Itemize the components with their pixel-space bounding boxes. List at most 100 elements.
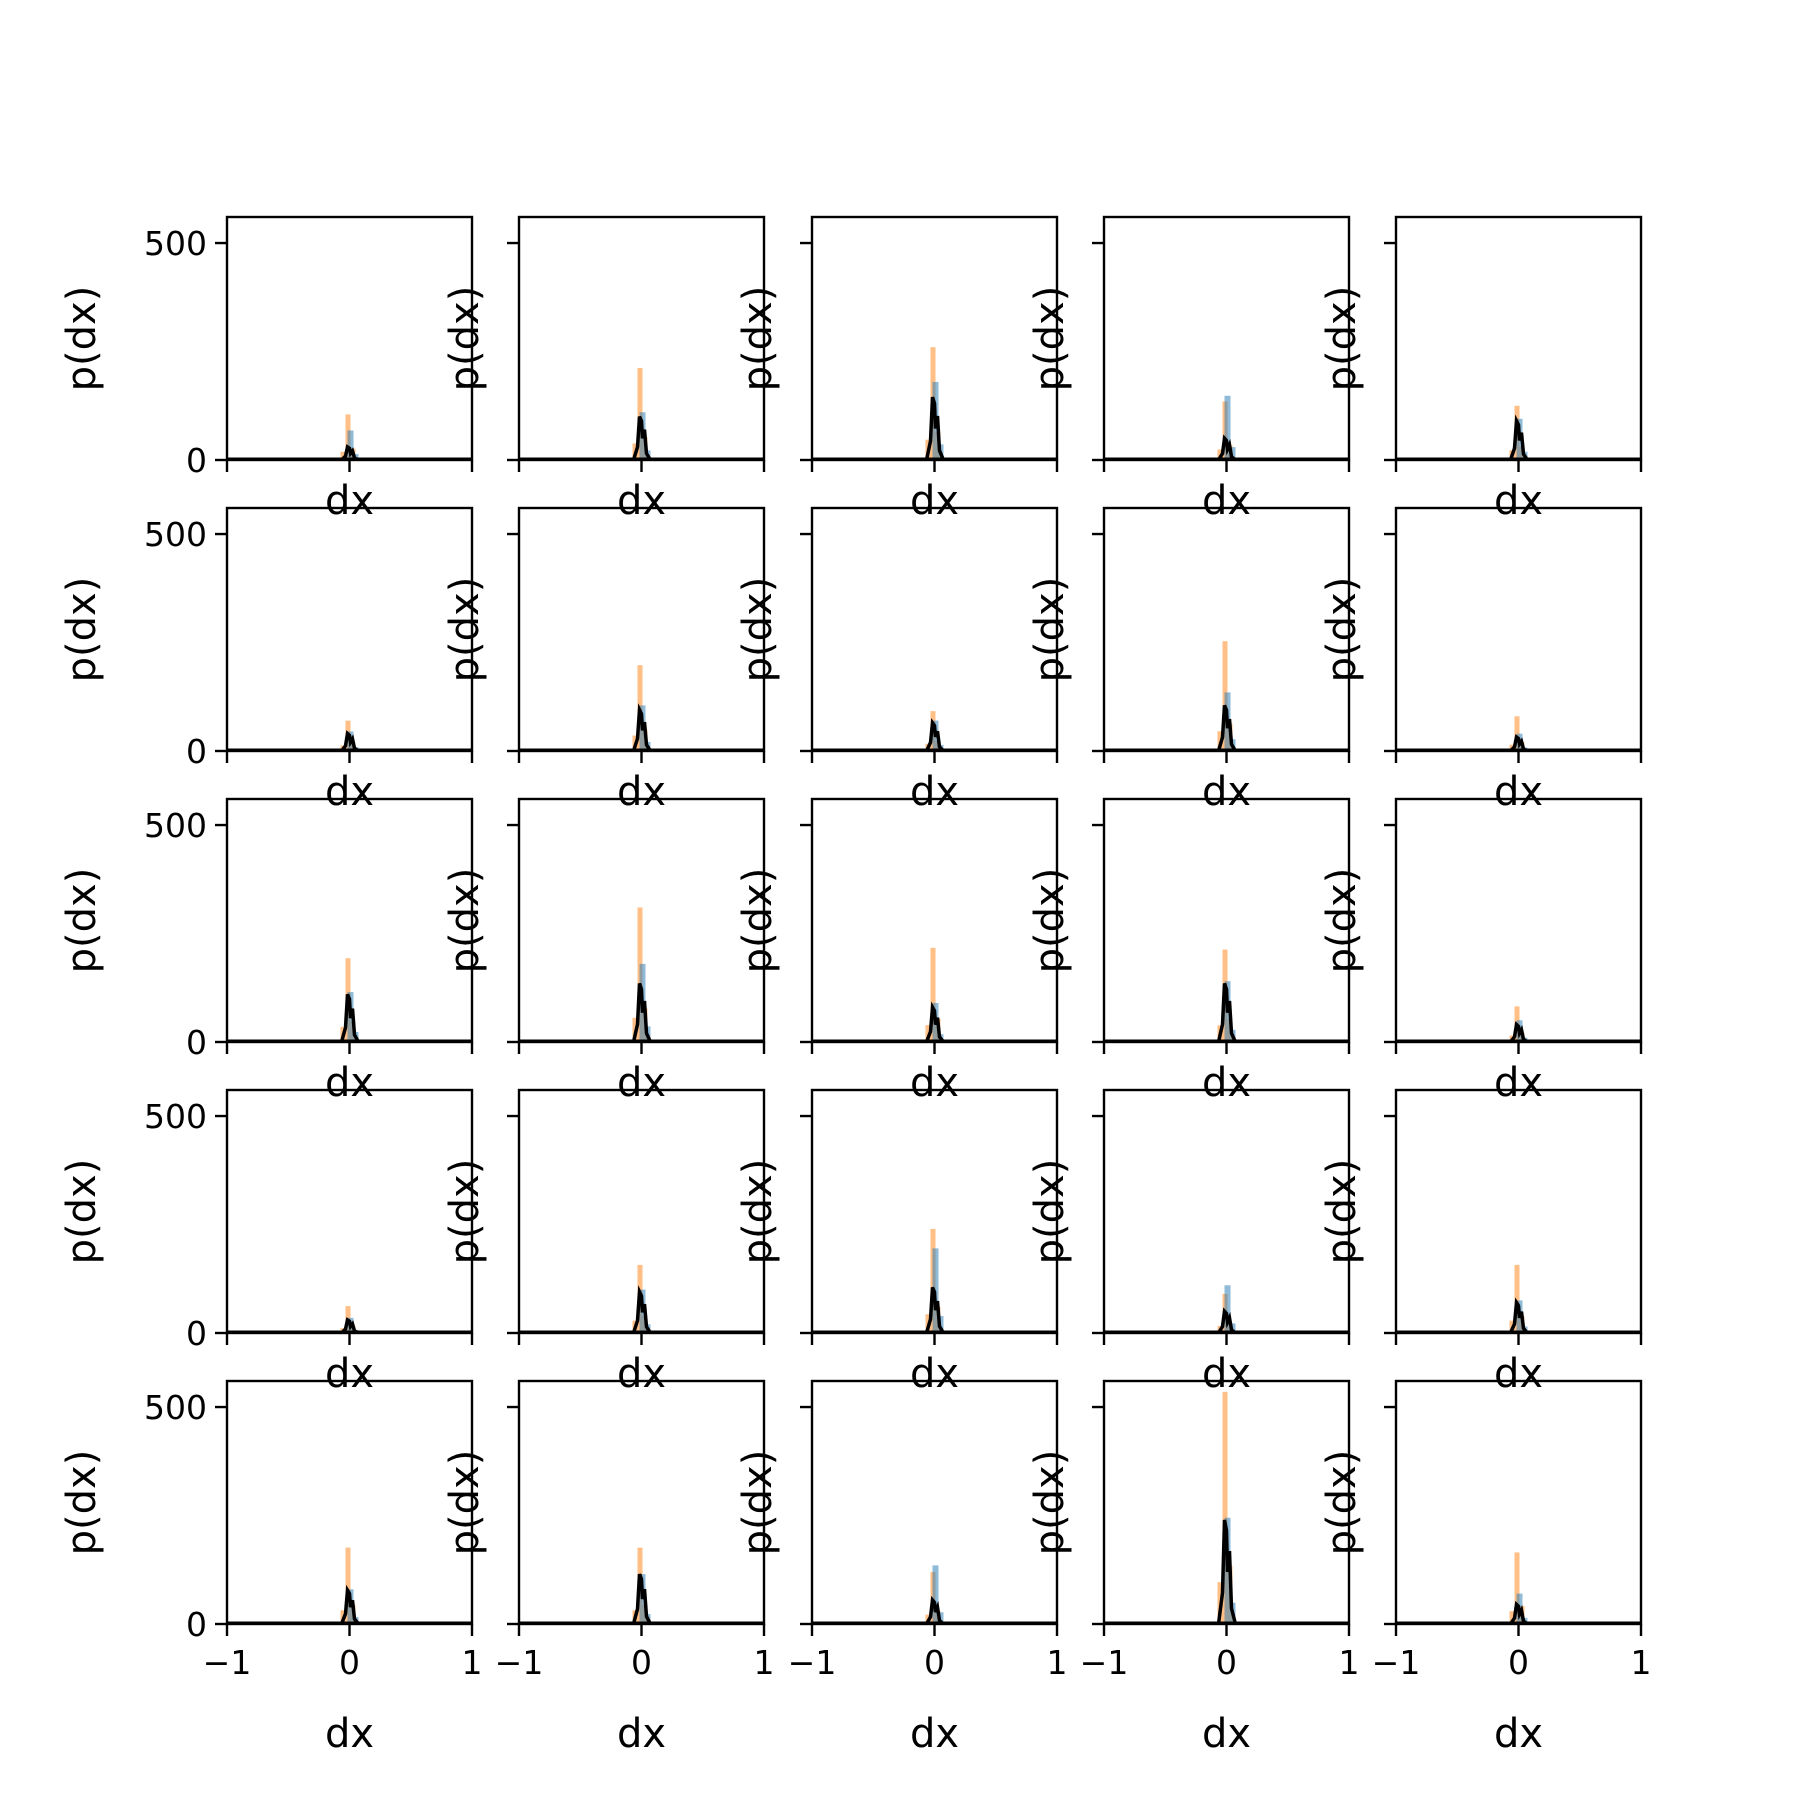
histogram-bar-blue <box>1224 1285 1231 1333</box>
density-line-black <box>339 993 361 1042</box>
histogram-bar-orange <box>930 947 936 1042</box>
y-tick-label: 500 <box>144 224 207 263</box>
y-axis-label: p(dx) <box>442 868 488 974</box>
x-tick-label: −1 <box>788 1643 837 1682</box>
x-tick-label: 1 <box>1339 1643 1360 1682</box>
x-axis-label: dx <box>1494 769 1543 815</box>
subplot-3-5: dx p(dx) <box>1319 797 1643 1106</box>
subplot-1-5: dx p(dx) <box>1319 215 1643 524</box>
density-line-black <box>1217 434 1237 460</box>
x-axis-label: dx <box>1202 1711 1251 1757</box>
y-axis-label: p(dx) <box>59 868 105 974</box>
histogram-bar-orange <box>1514 1264 1520 1333</box>
x-tick-label: 1 <box>1631 1643 1652 1682</box>
x-axis-label: dx <box>910 1351 959 1397</box>
x-axis-label: dx <box>617 1060 666 1106</box>
subplot-2-2: dx p(dx) <box>442 506 766 815</box>
density-line-black <box>1509 1600 1529 1624</box>
y-tick-label: 0 <box>186 1023 207 1062</box>
x-tick-label: −1 <box>1372 1643 1421 1682</box>
density-line-black <box>1509 734 1529 751</box>
y-axis-label: p(dx) <box>1319 286 1365 392</box>
density-line-black <box>631 703 652 751</box>
y-tick-label: 0 <box>186 1605 207 1644</box>
y-axis-label: p(dx) <box>735 577 781 683</box>
y-axis-label: p(dx) <box>1027 577 1073 683</box>
x-axis-label: dx <box>1494 478 1543 524</box>
x-tick-label: 0 <box>1508 1643 1529 1682</box>
x-tick-label: 0 <box>1216 1643 1237 1682</box>
y-tick-label: 500 <box>144 1388 207 1427</box>
density-line-black <box>1509 1021 1529 1042</box>
subplot-5-2: −1 0 1 dx p(dx) <box>442 1379 775 1757</box>
x-axis-label: dx <box>325 1711 374 1757</box>
histogram-bar-blue <box>347 430 354 460</box>
subplot-5-5: −1 0 1 dx p(dx) <box>1319 1379 1652 1757</box>
subplot-4-2: dx p(dx) <box>442 1088 766 1397</box>
histogram-bar-orange <box>345 1547 351 1624</box>
x-axis-label: dx <box>1202 1351 1251 1397</box>
x-tick-label: 0 <box>631 1643 652 1682</box>
y-axis-label: p(dx) <box>442 577 488 683</box>
x-tick-label: 0 <box>924 1643 945 1682</box>
y-tick-label: 0 <box>186 732 207 771</box>
y-tick-label: 500 <box>144 806 207 845</box>
y-axis-label: p(dx) <box>1319 577 1365 683</box>
x-axis-label: dx <box>617 478 666 524</box>
histogram-bar-orange <box>1514 716 1520 751</box>
y-axis-label: p(dx) <box>735 868 781 974</box>
histogram-bar-blue <box>932 1565 939 1624</box>
y-tick-label: 500 <box>144 1097 207 1136</box>
density-line-black <box>924 1001 945 1042</box>
x-axis-label: dx <box>910 478 959 524</box>
subplot-2-3: dx p(dx) <box>735 506 1059 815</box>
y-axis-label: p(dx) <box>1027 1159 1073 1265</box>
subplot-3-4: dx p(dx) <box>1027 797 1351 1106</box>
x-axis-label: dx <box>910 769 959 815</box>
y-axis-label: p(dx) <box>59 1159 105 1265</box>
subplot-4-1: 0 500 dx p(dx) <box>59 1088 474 1397</box>
density-line-black <box>924 396 946 460</box>
subplot-4-5: dx p(dx) <box>1319 1088 1643 1397</box>
x-axis-label: dx <box>617 1711 666 1757</box>
y-axis-label: p(dx) <box>442 286 488 392</box>
density-line-black <box>339 1584 360 1624</box>
x-axis-label: dx <box>1494 1060 1543 1106</box>
subplot-2-5: dx p(dx) <box>1319 506 1643 815</box>
y-axis-label: p(dx) <box>1319 1450 1365 1556</box>
histogram-bin-blue-right <box>1230 447 1236 460</box>
subplot-5-3: −1 0 1 dx p(dx) <box>735 1379 1068 1757</box>
y-axis-label: p(dx) <box>735 1450 781 1556</box>
y-axis-label: p(dx) <box>1027 1450 1073 1556</box>
subplot-1-3: dx p(dx) <box>735 215 1059 524</box>
x-axis-label: dx <box>1202 769 1251 815</box>
subplot-3-2: dx p(dx) <box>442 797 766 1106</box>
x-axis-label: dx <box>1202 1060 1251 1106</box>
subplot-2-1: 0 500 dx p(dx) <box>59 506 474 815</box>
y-axis-label: p(dx) <box>59 1450 105 1556</box>
y-axis-label: p(dx) <box>442 1450 488 1556</box>
x-tick-label: 1 <box>754 1643 775 1682</box>
x-axis-label: dx <box>617 769 666 815</box>
subplot-grid: 0500dxp(dx)dxp(dx)dxp(dx)dxp(dx)dxp(dx)0… <box>59 215 1652 1757</box>
y-tick-label: 0 <box>186 1314 207 1353</box>
density-line-black <box>631 982 653 1042</box>
subplot-4-3: dx p(dx) <box>735 1088 1059 1397</box>
density-line-black <box>1508 414 1529 460</box>
subplot-3-1: 0 500 dx p(dx) <box>59 797 474 1106</box>
density-line-black <box>340 730 360 751</box>
x-axis-label: dx <box>910 1060 959 1106</box>
subplot-5-4: −1 0 1 dx p(dx) <box>1027 1379 1360 1757</box>
histogram-bin-orange-left <box>340 451 346 460</box>
y-axis-label: p(dx) <box>735 1159 781 1265</box>
histogram-bar-orange <box>1222 1391 1228 1624</box>
density-line-black <box>340 444 360 460</box>
y-tick-label: 0 <box>186 441 207 480</box>
x-axis-label: dx <box>1494 1711 1543 1757</box>
x-tick-label: 1 <box>462 1643 483 1682</box>
density-line-black <box>1217 1307 1237 1333</box>
x-tick-label: 0 <box>339 1643 360 1682</box>
x-tick-label: −1 <box>1080 1643 1129 1682</box>
